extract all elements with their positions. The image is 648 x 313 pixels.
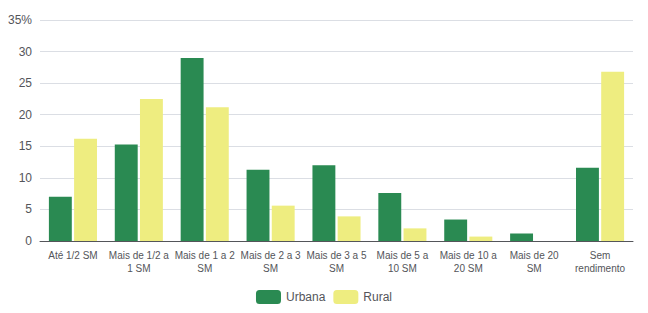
svg-text:SM: SM bbox=[263, 263, 278, 274]
svg-text:SM: SM bbox=[527, 263, 542, 274]
svg-text:Mais de 1/2 a: Mais de 1/2 a bbox=[109, 250, 169, 261]
svg-text:10 SM: 10 SM bbox=[388, 263, 417, 274]
svg-text:Mais de 10 a: Mais de 10 a bbox=[440, 250, 498, 261]
svg-text:0: 0 bbox=[25, 234, 32, 248]
svg-text:30: 30 bbox=[19, 45, 33, 59]
svg-text:Mais de 3 a 5: Mais de 3 a 5 bbox=[306, 250, 366, 261]
svg-text:10: 10 bbox=[19, 171, 33, 185]
svg-text:Rural: Rural bbox=[363, 290, 392, 304]
svg-text:1 SM: 1 SM bbox=[127, 263, 150, 274]
svg-text:20: 20 bbox=[19, 108, 33, 122]
svg-text:rendimento: rendimento bbox=[575, 263, 625, 274]
svg-text:Mais de 1 a 2: Mais de 1 a 2 bbox=[175, 250, 235, 261]
svg-text:5: 5 bbox=[25, 202, 32, 216]
svg-text:Sem: Sem bbox=[590, 250, 611, 261]
svg-text:25: 25 bbox=[19, 76, 33, 90]
svg-text:15: 15 bbox=[19, 139, 33, 153]
svg-text:35%: 35% bbox=[8, 13, 32, 27]
svg-text:Mais de 2 a 3: Mais de 2 a 3 bbox=[241, 250, 301, 261]
svg-text:20 SM: 20 SM bbox=[454, 263, 483, 274]
svg-text:SM: SM bbox=[197, 263, 212, 274]
svg-text:Mais de 5 a: Mais de 5 a bbox=[377, 250, 429, 261]
svg-text:SM: SM bbox=[329, 263, 344, 274]
svg-text:Urbana: Urbana bbox=[286, 290, 326, 304]
svg-text:Até 1/2 SM: Até 1/2 SM bbox=[48, 250, 97, 261]
svg-text:Mais de 20: Mais de 20 bbox=[510, 250, 559, 261]
